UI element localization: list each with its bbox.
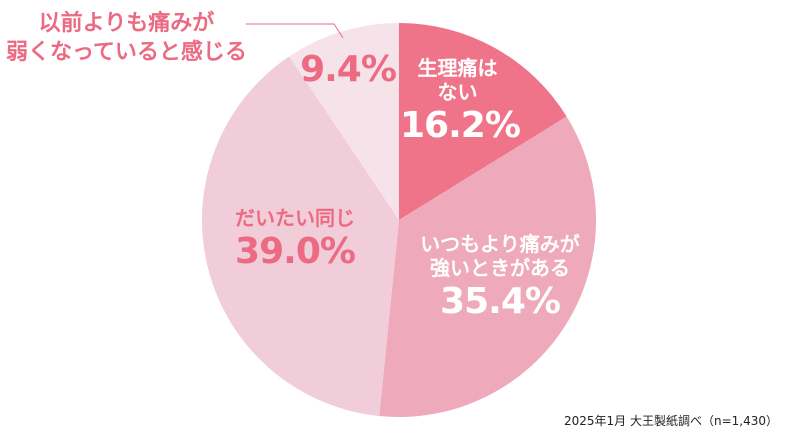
pie-slice-weaker	[289, 22, 399, 220]
slice-label-weaker: 9.4%	[298, 48, 398, 91]
data-label: 9.4%	[300, 49, 397, 90]
pie-slice-same	[201, 56, 399, 417]
label-line: ない	[437, 80, 478, 104]
label-line: 生理痛は	[417, 56, 498, 80]
source-note: 2025年1月 大王製紙調べ（n=1,430）	[563, 414, 778, 428]
callout-leader-line	[246, 23, 344, 39]
pie-slice-no-pain	[399, 23, 567, 220]
label-line: 弱くなっていると感じる	[6, 39, 247, 65]
label-line: いつもより痛みが	[420, 232, 580, 256]
label-line: だいたい同じ	[235, 206, 355, 230]
data-label: 35.4%	[440, 281, 561, 322]
label-line: 強いときがある	[430, 256, 570, 280]
callout-label-weaker: 以前よりも痛みが 弱くなっていると感じる	[6, 10, 247, 67]
slice-label-no-pain: 生理痛は ない 16.2%	[400, 56, 521, 147]
slice-label-stronger: いつもより痛みが 強いときがある 35.4%	[400, 232, 600, 323]
data-label: 39.0%	[235, 231, 356, 272]
label-line: 以前よりも痛みが	[38, 11, 215, 36]
pie-slice-stronger	[379, 116, 596, 417]
slice-label-same: だいたい同じ 39.0%	[220, 206, 370, 273]
data-label: 16.2%	[400, 105, 521, 146]
